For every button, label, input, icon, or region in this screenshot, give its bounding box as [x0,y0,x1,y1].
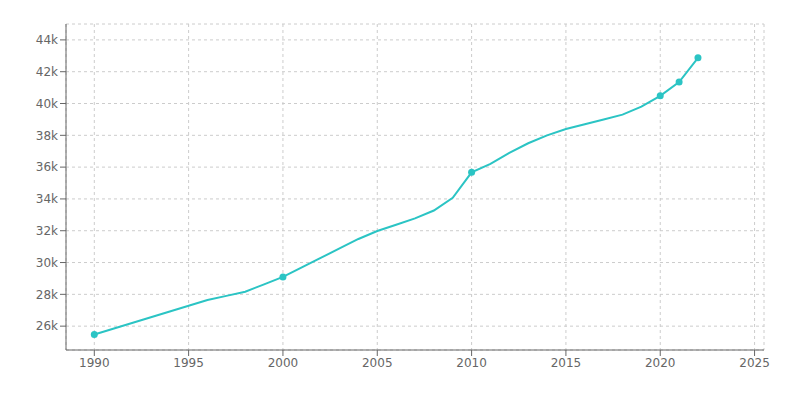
svg-text:30k: 30k [36,256,58,270]
svg-text:2000: 2000 [268,356,299,370]
svg-text:26k: 26k [36,319,58,333]
svg-text:28k: 28k [36,288,58,302]
svg-text:1990: 1990 [79,356,110,370]
svg-text:2005: 2005 [362,356,393,370]
svg-text:32k: 32k [36,224,58,238]
svg-text:44k: 44k [36,33,58,47]
svg-text:2025: 2025 [739,356,770,370]
svg-text:2015: 2015 [551,356,582,370]
svg-text:40k: 40k [36,97,58,111]
svg-text:2020: 2020 [645,356,676,370]
svg-text:34k: 34k [36,192,58,206]
svg-text:1995: 1995 [173,356,204,370]
svg-text:42k: 42k [36,65,58,79]
svg-text:36k: 36k [36,160,58,174]
svg-text:2010: 2010 [456,356,487,370]
svg-text:38k: 38k [36,129,58,143]
